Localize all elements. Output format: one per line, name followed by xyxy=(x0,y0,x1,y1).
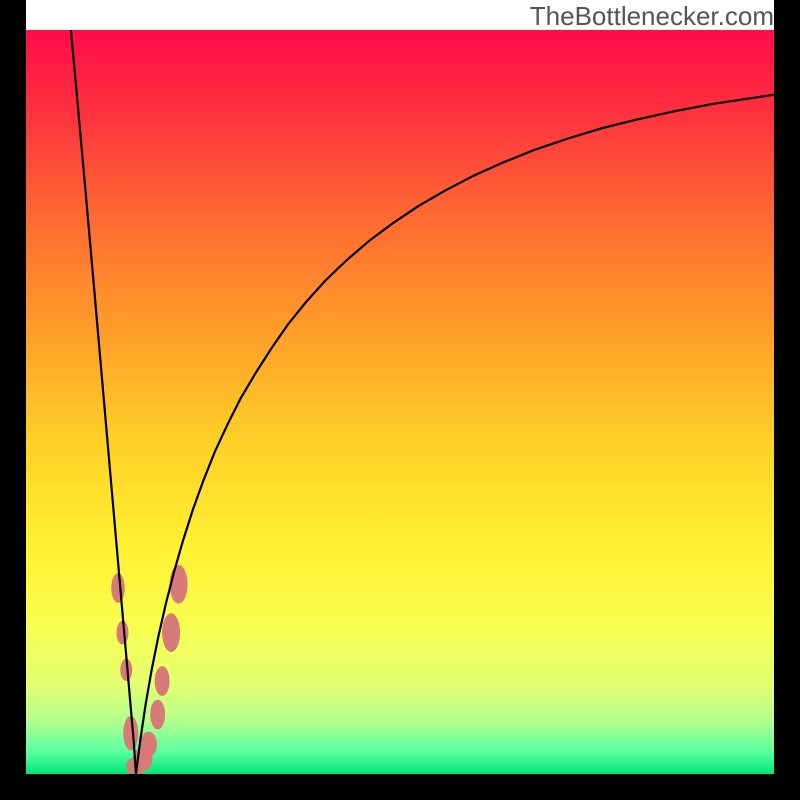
marker xyxy=(170,565,188,604)
marker xyxy=(150,700,165,730)
border-right xyxy=(774,0,800,800)
plot-area xyxy=(26,30,774,774)
marker xyxy=(123,716,138,750)
gradient-background xyxy=(26,30,774,774)
marker xyxy=(162,613,180,652)
watermark-text: TheBottlenecker.com xyxy=(530,1,774,32)
marker xyxy=(111,573,124,603)
marker xyxy=(155,666,170,696)
border-left xyxy=(0,0,26,800)
chart-container: TheBottlenecker.com xyxy=(0,0,800,800)
marker xyxy=(140,732,156,757)
border-bottom xyxy=(0,774,800,800)
plot-svg xyxy=(26,30,774,774)
